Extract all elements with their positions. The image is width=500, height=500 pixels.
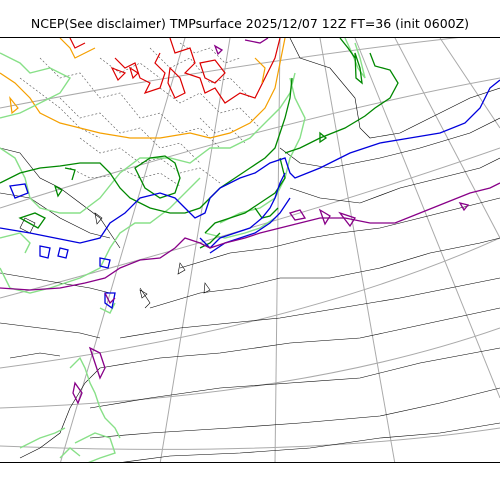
- green-isotherm: [0, 38, 399, 249]
- longitude-line: [319, 38, 396, 462]
- map-canvas: [0, 38, 500, 462]
- longitude-line: [394, 38, 500, 239]
- longitude-line: [274, 38, 281, 462]
- map-frame: [0, 37, 500, 463]
- coastlines: [0, 38, 500, 462]
- light-green-isotherm: [0, 38, 366, 462]
- longitude-line: [354, 38, 500, 399]
- latitude-line: [0, 77, 500, 209]
- longitude-line: [439, 38, 500, 129]
- graticule: [0, 38, 500, 462]
- longitude-line: [60, 38, 186, 462]
- purple-isotherm: [0, 38, 500, 405]
- figure-title: NCEP(See disclaimer) TMPsurface 2025/12/…: [30, 16, 470, 31]
- latitude-line: [0, 427, 500, 450]
- latitude-line: [0, 237, 500, 369]
- latitude-line: [0, 38, 459, 109]
- blue-isotherm: [0, 79, 500, 310]
- longitude-line: [159, 38, 231, 462]
- orange-isotherm: [0, 38, 286, 139]
- latitude-line: [0, 327, 500, 409]
- latitude-line: [0, 147, 500, 299]
- red-isotherm: [69, 38, 281, 104]
